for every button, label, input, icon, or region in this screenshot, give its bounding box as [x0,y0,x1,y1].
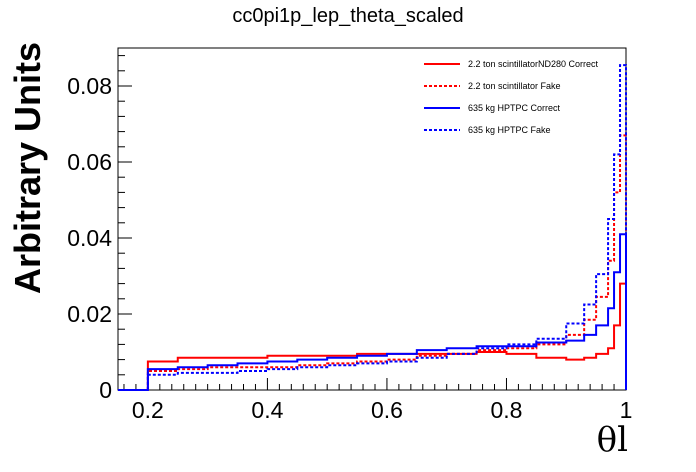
x-axis-label: θl [597,420,628,460]
legend: 2.2 ton scintillatorND280 Correct 2.2 ton… [424,59,599,135]
legend-label-2: 2.2 ton scintillator Fake [468,81,561,91]
series-line-2 [118,134,627,391]
chart-title: cc0pi1p_lep_theta_scaled [232,5,463,27]
y-axis-label: Arbitrary Units [7,42,48,294]
y-tick-label: 0 [99,377,112,403]
y-tick-label: 0.08 [67,73,112,99]
series-line-3 [118,233,627,391]
x-tick-label: 1 [620,397,633,423]
y-tick-label: 0.06 [67,149,112,175]
y-tick-label: 0.04 [67,225,112,251]
series-line-1 [118,282,627,391]
x-tick-label: 0.2 [132,397,164,423]
plot-area [117,47,627,391]
y-tick-label: 0.02 [67,301,112,327]
x-tick-label: 0.6 [371,397,403,423]
x-tick-label: 0.4 [251,397,283,423]
x-tick-label: 0.8 [490,397,522,423]
series-layer [118,64,627,391]
axes: 0.2 0.4 0.6 0.8 1 0 0.02 0.04 0.06 0.08 [67,55,633,423]
plot-frame [117,47,627,391]
series-line-4 [118,64,627,391]
legend-label-3: 635 kg HPTPC Correct [468,103,561,113]
legend-label-1: 2.2 ton scintillatorND280 Correct [468,59,599,69]
legend-label-4: 635 kg HPTPC Fake [468,125,551,135]
